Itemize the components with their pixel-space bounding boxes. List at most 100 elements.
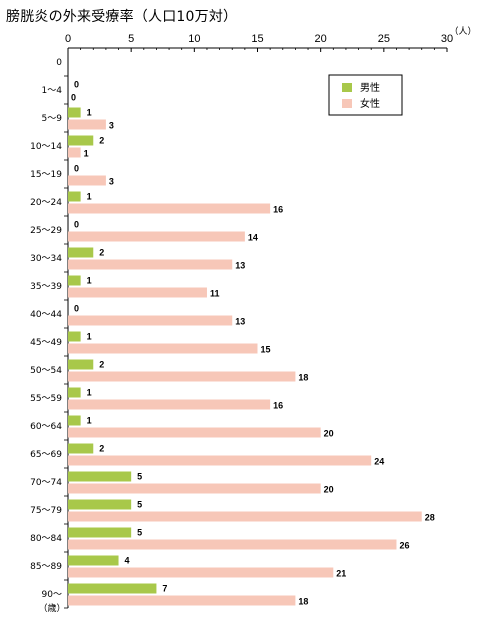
- female-bar: [68, 399, 271, 410]
- male-value-label: 2: [99, 136, 104, 146]
- female-bar: [68, 203, 271, 214]
- category-label: 25～29: [30, 226, 62, 236]
- category-label: 40～44: [30, 310, 62, 320]
- female-bar: [68, 287, 207, 298]
- male-value-label: 1: [87, 192, 92, 202]
- category-label: 55～59: [30, 394, 62, 404]
- female-bar: [68, 259, 233, 270]
- male-bar: [68, 583, 157, 594]
- male-bar: [68, 415, 81, 426]
- male-value-label: 0: [74, 220, 79, 230]
- category-label: 65～69: [30, 450, 62, 460]
- legend-swatch-female: [342, 99, 352, 108]
- female-value-label: 14: [248, 233, 258, 243]
- female-value-label: 20: [324, 485, 334, 495]
- legend-label-male: 男性: [360, 81, 380, 94]
- female-bar: [68, 567, 334, 578]
- male-bar: [68, 275, 81, 286]
- female-bar: [68, 539, 397, 550]
- female-bar: [68, 343, 258, 354]
- male-bar: [68, 107, 81, 118]
- legend-label-female: 女性: [360, 97, 380, 110]
- category-label: 60～64: [30, 422, 62, 432]
- female-bar: [68, 483, 321, 494]
- x-tick-label: 0: [65, 33, 71, 45]
- category-label: 85～89: [30, 562, 62, 572]
- male-bar: [68, 471, 132, 482]
- category-label: 90～: [42, 590, 62, 600]
- x-tick-label: 25: [378, 33, 390, 45]
- y-unit-label: （歳）: [38, 602, 65, 614]
- female-bar: [68, 119, 106, 130]
- female-value-label: 1: [84, 149, 89, 159]
- legend-box: [328, 74, 403, 116]
- male-value-label: 5: [137, 472, 142, 482]
- female-value-label: 11: [210, 289, 220, 299]
- female-value-label: 16: [273, 401, 283, 411]
- male-bar: [68, 135, 94, 146]
- x-tick-label: 10: [188, 33, 200, 45]
- male-bar: [68, 443, 94, 454]
- x-tick-label: 5: [128, 33, 134, 45]
- female-value-label: 26: [399, 541, 409, 551]
- x-unit-label: （人）: [449, 26, 476, 37]
- female-value-label: 13: [235, 261, 245, 271]
- female-bar: [68, 427, 321, 438]
- female-value-label: 28: [425, 513, 435, 523]
- category-label: 1～4: [42, 86, 63, 96]
- male-bar: [68, 387, 81, 398]
- female-value-label: 0: [71, 93, 76, 103]
- category-label: 45～49: [30, 338, 62, 348]
- male-bar: [68, 499, 132, 510]
- female-value-label: 18: [298, 597, 308, 607]
- female-bar: [68, 315, 233, 326]
- female-bar: [68, 371, 296, 382]
- category-label: 0: [56, 58, 62, 68]
- female-value-label: 13: [235, 317, 245, 327]
- male-value-label: 0: [74, 80, 79, 90]
- legend-swatch-male: [342, 83, 352, 92]
- x-tick-label: 30: [441, 33, 453, 45]
- male-value-label: 1: [87, 388, 92, 398]
- female-bar: [68, 175, 106, 186]
- male-value-label: 1: [87, 108, 92, 118]
- category-label: 15～19: [30, 170, 62, 180]
- male-value-label: 1: [87, 416, 92, 426]
- female-value-label: 15: [261, 345, 271, 355]
- female-value-label: 16: [273, 205, 283, 215]
- x-tick-label: 20: [315, 33, 327, 45]
- female-bar: [68, 595, 296, 606]
- male-bar: [68, 247, 94, 258]
- category-label: 80～84: [30, 534, 62, 544]
- female-bar: [68, 147, 81, 158]
- male-value-label: 1: [87, 332, 92, 342]
- male-value-label: 7: [162, 584, 167, 594]
- x-tick-label: 15: [251, 33, 263, 45]
- category-label: 70～74: [30, 478, 62, 488]
- category-label: 75～79: [30, 506, 62, 516]
- category-label: 30～34: [30, 254, 62, 264]
- female-bar: [68, 455, 372, 466]
- female-value-label: 21: [336, 569, 346, 579]
- male-value-label: 2: [99, 444, 104, 454]
- male-value-label: 0: [74, 164, 79, 174]
- female-bar: [68, 511, 422, 522]
- female-value-label: 20: [324, 429, 334, 439]
- male-value-label: 4: [125, 556, 130, 566]
- chart-title: 膀胱炎の外来受療率（人口10万対）: [6, 9, 238, 25]
- female-bar: [68, 231, 245, 242]
- male-value-label: 1: [87, 276, 92, 286]
- category-label: 20～24: [30, 198, 62, 208]
- female-value-label: 3: [109, 177, 114, 187]
- category-label: 5～9: [42, 114, 63, 124]
- male-bar: [68, 555, 119, 566]
- male-value-label: 2: [99, 360, 104, 370]
- male-value-label: 0: [74, 304, 79, 314]
- male-value-label: 2: [99, 248, 104, 258]
- male-value-label: 5: [137, 500, 142, 510]
- male-bar: [68, 527, 132, 538]
- category-label: 50～54: [30, 366, 62, 376]
- male-value-label: 5: [137, 528, 142, 538]
- category-label: 10～14: [30, 142, 62, 152]
